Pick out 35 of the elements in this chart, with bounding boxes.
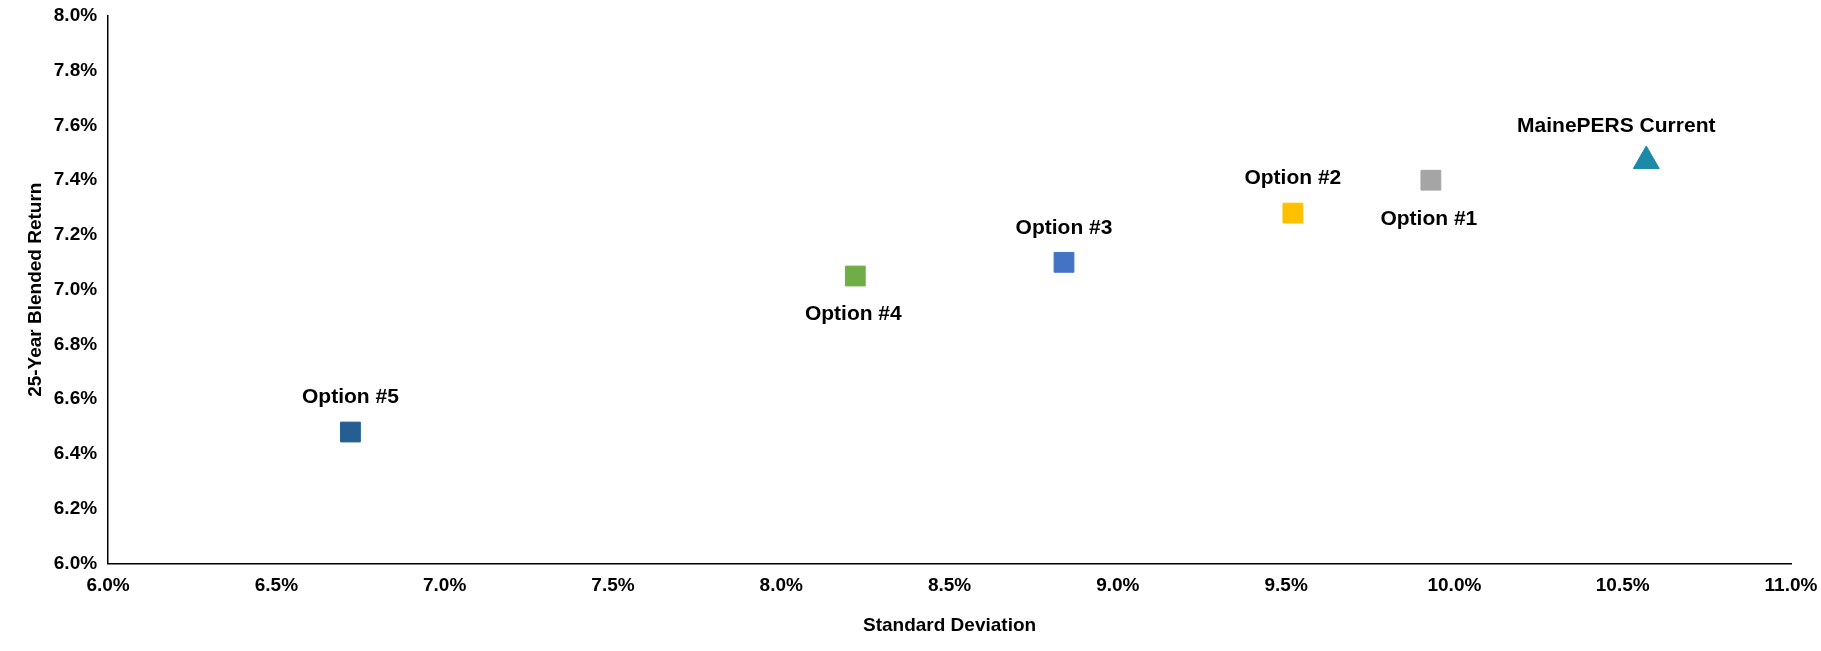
x-tick-label: 9.5%: [1264, 574, 1308, 596]
series-label: MainePERS Current: [1517, 113, 1716, 137]
x-tick-label: 8.5%: [927, 574, 972, 596]
y-tick-label: 7.4%: [53, 168, 98, 190]
x-tick-label: 6.0%: [86, 574, 130, 596]
point: [1282, 202, 1304, 224]
series-label: Option #3: [1015, 214, 1113, 238]
y-tick-label: 6.8%: [53, 332, 98, 354]
point: [844, 265, 866, 287]
x-tick-label: 7.0%: [423, 574, 467, 596]
x-tick-label: 10.5%: [1595, 574, 1650, 596]
series-label: Option #1: [1380, 205, 1478, 229]
y-tick-label: 7.2%: [53, 223, 98, 245]
y-tick-label: 7.6%: [53, 113, 98, 135]
series-label: Option #2: [1244, 165, 1342, 189]
x-tick-label: 7.5%: [591, 574, 635, 596]
x-tick-label: 11.0%: [1764, 574, 1818, 596]
x-axis-title: Standard Deviation: [862, 613, 1037, 635]
x-tick-label: 9.0%: [1096, 574, 1140, 596]
y-tick-label: 7.8%: [53, 58, 98, 80]
series-label: Option #4: [804, 301, 903, 325]
y-tick-label: 6.0%: [53, 551, 98, 573]
y-tick-label: 6.6%: [53, 387, 98, 409]
x-tick-label: 6.5%: [254, 574, 299, 596]
x-tick-label: 10.0%: [1427, 574, 1482, 596]
y-tick-label: 6.4%: [53, 442, 98, 464]
y-tick-label: 7.0%: [53, 277, 98, 299]
y-tick-label: 6.2%: [53, 496, 98, 518]
point: [340, 421, 361, 443]
x-tick-label: 8.0%: [759, 574, 804, 596]
y-tick-label: 8.0%: [53, 4, 98, 26]
series-label: Option #5: [302, 384, 400, 408]
y-axis-title: 25-Year Blended Return: [23, 182, 45, 397]
point: [1053, 251, 1075, 273]
point: [1420, 169, 1442, 191]
